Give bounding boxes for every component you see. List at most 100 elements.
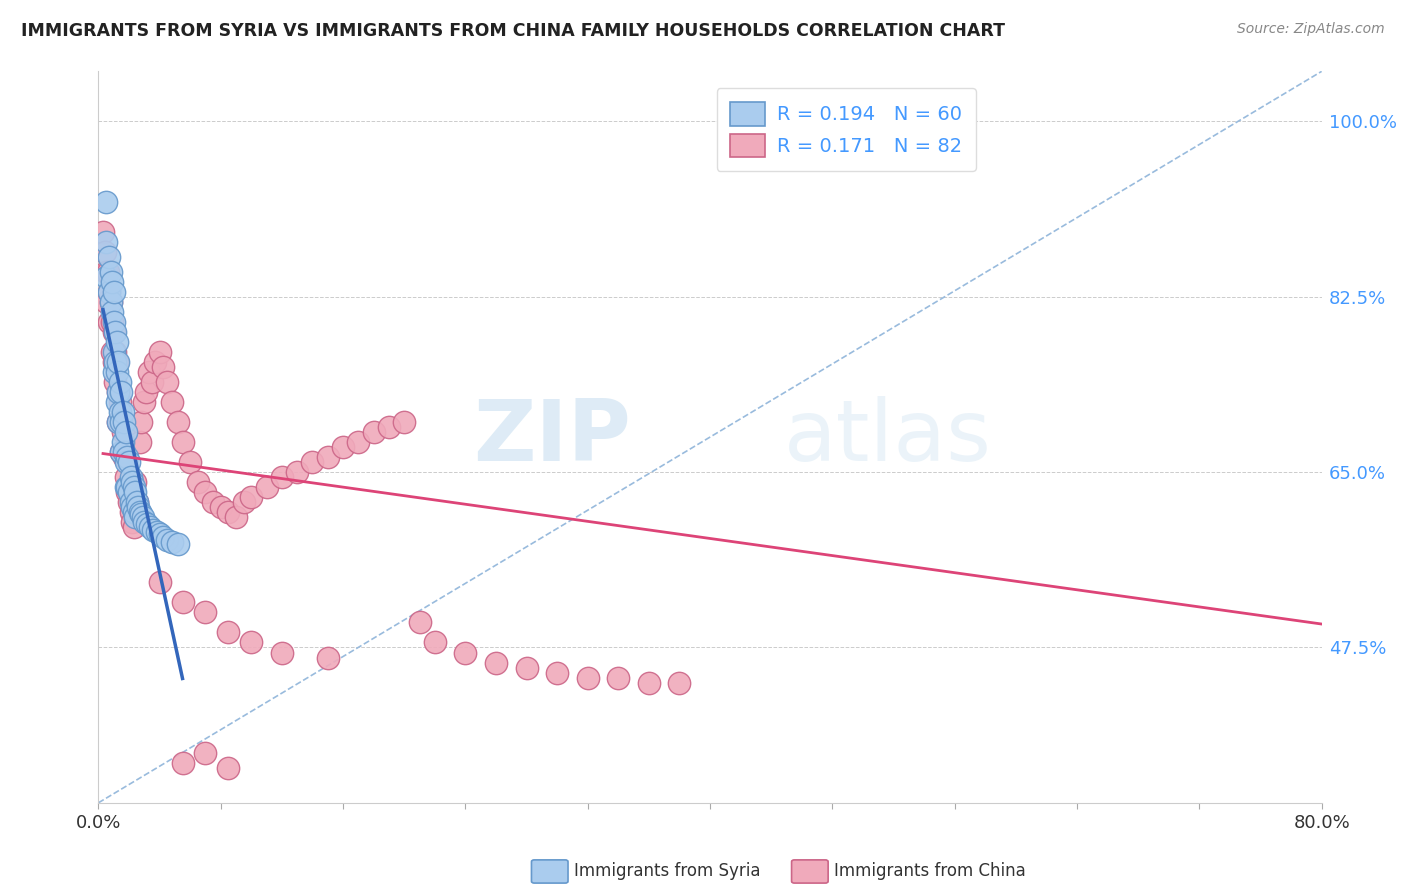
Point bbox=[149, 527, 172, 541]
Point bbox=[100, 294, 122, 309]
Point bbox=[122, 520, 145, 534]
Point bbox=[285, 465, 308, 479]
Point bbox=[516, 660, 538, 674]
Point bbox=[167, 415, 190, 429]
Point bbox=[576, 671, 599, 685]
Point bbox=[104, 355, 127, 369]
Point bbox=[485, 656, 508, 670]
Point bbox=[120, 505, 142, 519]
Point bbox=[101, 275, 124, 289]
Point bbox=[104, 375, 127, 389]
Point bbox=[132, 510, 155, 524]
Point bbox=[152, 530, 174, 544]
Point bbox=[546, 665, 568, 680]
Point bbox=[91, 225, 114, 239]
Point bbox=[316, 650, 339, 665]
Point bbox=[93, 244, 115, 259]
Point bbox=[454, 646, 477, 660]
Point bbox=[111, 405, 134, 419]
Point bbox=[94, 235, 117, 249]
Point bbox=[98, 285, 121, 299]
Point bbox=[112, 415, 135, 429]
Point bbox=[363, 425, 385, 439]
Point bbox=[103, 285, 125, 299]
Point bbox=[98, 285, 121, 299]
Point bbox=[134, 515, 156, 529]
Point bbox=[110, 445, 132, 459]
Text: atlas: atlas bbox=[783, 395, 991, 479]
Point bbox=[115, 480, 138, 494]
Point bbox=[107, 415, 129, 429]
Legend: R = 0.194   N = 60, R = 0.171   N = 82: R = 0.194 N = 60, R = 0.171 N = 82 bbox=[717, 88, 976, 171]
Point bbox=[209, 500, 232, 515]
Point bbox=[134, 395, 156, 409]
Point bbox=[125, 495, 148, 509]
Point bbox=[108, 375, 131, 389]
Point bbox=[107, 384, 129, 399]
Point bbox=[110, 445, 132, 459]
Point bbox=[112, 450, 135, 464]
Text: IMMIGRANTS FROM SYRIA VS IMMIGRANTS FROM CHINA FAMILY HOUSEHOLDS CORRELATION CHA: IMMIGRANTS FROM SYRIA VS IMMIGRANTS FROM… bbox=[21, 22, 1005, 40]
Point bbox=[139, 520, 162, 534]
Point bbox=[217, 625, 239, 640]
Point bbox=[112, 445, 135, 459]
Point bbox=[94, 194, 117, 209]
Point bbox=[104, 345, 127, 359]
Point bbox=[101, 315, 124, 329]
Point bbox=[110, 384, 132, 399]
Point bbox=[187, 475, 209, 490]
Point bbox=[217, 505, 239, 519]
Point bbox=[121, 475, 143, 490]
Point bbox=[107, 384, 129, 399]
Point bbox=[149, 575, 172, 590]
Point bbox=[117, 480, 139, 494]
Point bbox=[105, 355, 128, 369]
Point bbox=[179, 455, 201, 469]
Point bbox=[172, 435, 194, 450]
Point bbox=[107, 415, 129, 429]
Point bbox=[129, 415, 152, 429]
Point bbox=[152, 359, 174, 374]
Point bbox=[105, 334, 128, 349]
Point bbox=[98, 315, 121, 329]
Point bbox=[129, 507, 152, 521]
Point bbox=[392, 415, 416, 429]
Point bbox=[167, 537, 190, 551]
Point bbox=[124, 510, 146, 524]
Point bbox=[172, 595, 194, 609]
Point bbox=[111, 435, 134, 450]
Point bbox=[270, 470, 292, 484]
Point bbox=[118, 495, 141, 509]
Point bbox=[110, 415, 132, 429]
Point bbox=[423, 635, 446, 649]
Point bbox=[172, 756, 194, 770]
Point bbox=[145, 525, 167, 540]
Point bbox=[101, 345, 124, 359]
Point bbox=[142, 523, 165, 537]
Point bbox=[111, 425, 134, 439]
Point bbox=[124, 475, 146, 490]
Point bbox=[149, 345, 172, 359]
Point bbox=[118, 455, 141, 469]
Point bbox=[115, 425, 138, 439]
Point bbox=[108, 405, 131, 419]
Point bbox=[125, 495, 148, 509]
Point bbox=[217, 761, 239, 775]
Point bbox=[256, 480, 278, 494]
Point bbox=[121, 500, 143, 515]
Point bbox=[378, 420, 401, 434]
Point bbox=[94, 294, 117, 309]
Point bbox=[94, 269, 117, 284]
Point bbox=[108, 395, 131, 409]
Point bbox=[115, 470, 138, 484]
Point bbox=[105, 395, 128, 409]
Point bbox=[103, 365, 125, 379]
Point bbox=[128, 505, 150, 519]
Point bbox=[332, 440, 354, 454]
Point bbox=[156, 375, 179, 389]
Point bbox=[110, 415, 132, 429]
Point bbox=[194, 606, 217, 620]
Point bbox=[122, 480, 145, 494]
Point bbox=[101, 305, 124, 319]
Point bbox=[100, 294, 122, 309]
